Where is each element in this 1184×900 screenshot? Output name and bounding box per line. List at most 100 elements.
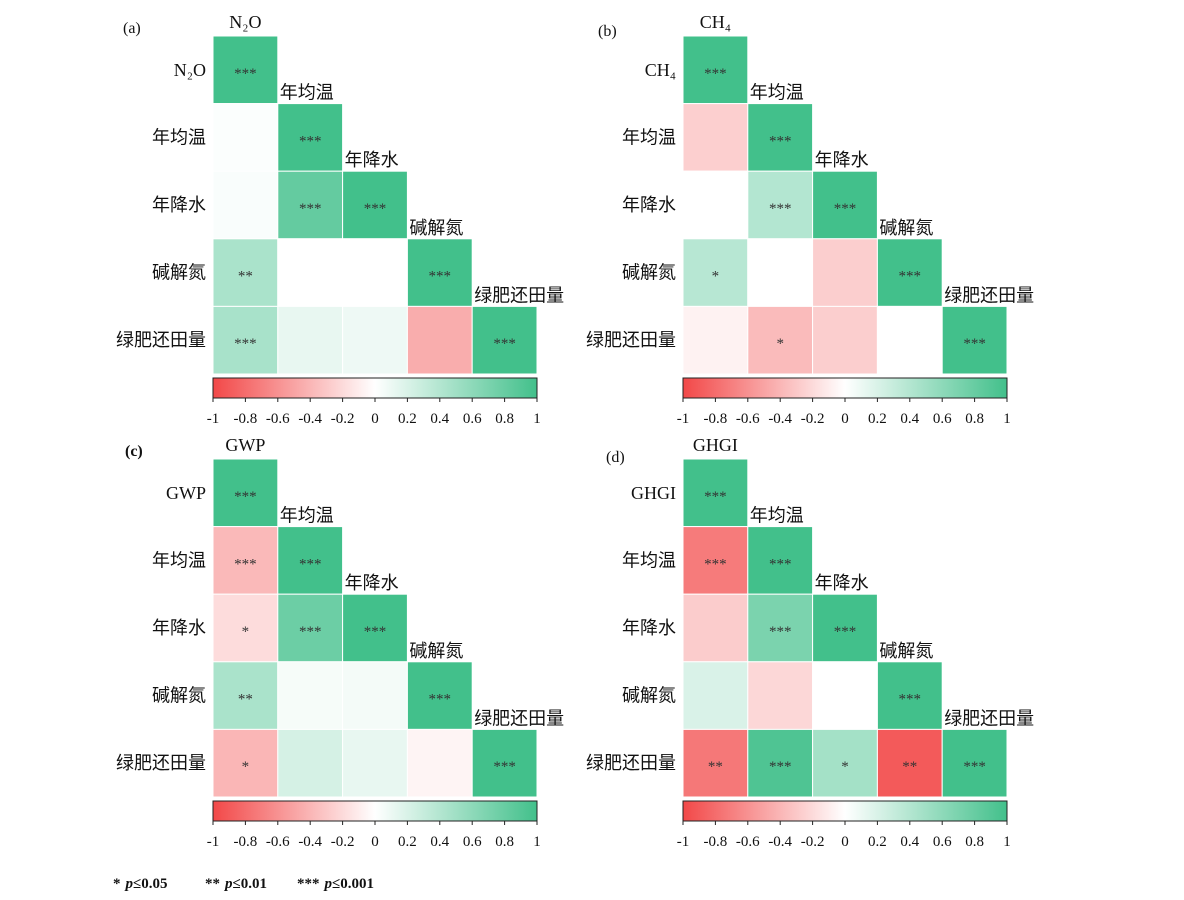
heatmap-cell xyxy=(747,305,814,375)
row-label: 年均温 xyxy=(622,550,676,570)
panel-label: (c) xyxy=(125,443,143,460)
heatmap-cell xyxy=(277,238,344,307)
colorbar-tick-label: -0.6 xyxy=(736,834,760,850)
column-label: GHGI xyxy=(693,435,738,455)
heatmap-cell xyxy=(812,593,878,663)
heatmap-panel-a: (a)********* ***** ****** ***N₂ON₂O年均温年均温年降… xyxy=(116,12,564,427)
significance-label: * xyxy=(242,759,250,775)
colorbar-tick-label: 1 xyxy=(533,834,541,850)
heatmap-cell xyxy=(682,103,749,172)
significance-legend: * p≤0.05 ** p≤0.01 *** p≤0.001 xyxy=(113,876,374,892)
colorbar-tick-label: -0.4 xyxy=(768,411,792,427)
heatmap-cell xyxy=(747,103,814,172)
colorbar-tick-label: 0 xyxy=(841,411,849,427)
colorbar-tick-label: -0.4 xyxy=(298,411,322,427)
column-label: N₂O xyxy=(229,12,261,32)
significance-label: *** xyxy=(769,759,792,775)
significance-label: *** xyxy=(364,201,387,217)
heatmap-cell xyxy=(682,238,749,307)
heatmap-cell xyxy=(277,103,344,172)
significance-label: *** xyxy=(429,269,452,285)
heatmap-cell xyxy=(747,728,814,798)
significance-label: *** xyxy=(299,133,322,149)
heatmap-cell xyxy=(682,526,749,595)
heatmap-cell xyxy=(212,661,279,730)
significance-label: *** xyxy=(899,692,922,708)
row-label: 绿肥还田量 xyxy=(586,753,676,773)
colorbar-tick-label: -0.8 xyxy=(234,834,258,850)
heatmap-cell xyxy=(682,170,749,240)
colorbar-tick-label: 0.2 xyxy=(868,411,887,427)
heatmap-panel-c: (c)****** **** *** ***** **** ***GWPGWP年均温年均温… xyxy=(116,435,564,850)
column-label: 年均温 xyxy=(280,83,334,103)
significance-label: ** xyxy=(708,759,723,775)
column-label: 碱解氮 xyxy=(879,641,933,661)
significance-label: *** xyxy=(704,556,727,572)
heatmap-cell xyxy=(682,661,749,730)
significance-label: *** xyxy=(234,336,257,352)
row-label: N₂O xyxy=(174,60,206,80)
heatmap-cell xyxy=(212,728,279,798)
colorbar-tick-label: 0.6 xyxy=(933,834,952,850)
heatmap-cell xyxy=(406,238,473,307)
significance-label: *** xyxy=(299,556,322,572)
legend-item: ** p≤0.01 xyxy=(205,876,267,892)
heatmap-cell xyxy=(212,170,279,240)
significance-label: *** xyxy=(769,133,792,149)
heatmap-cell xyxy=(406,728,473,798)
significance-label: *** xyxy=(704,489,727,505)
heatmap-cell xyxy=(212,593,279,663)
significance-label: * xyxy=(776,336,784,352)
column-label: 碱解氮 xyxy=(409,641,463,661)
heatmap-cell xyxy=(342,661,408,730)
row-label: 年均温 xyxy=(152,127,206,147)
colorbar-tick-label: 0.6 xyxy=(933,411,952,427)
colorbar-tick-label: -1 xyxy=(207,834,220,850)
heatmap-cell xyxy=(212,458,279,528)
legend-threshold: ≤0.001 xyxy=(332,876,374,892)
column-label: 绿肥还田量 xyxy=(474,708,564,728)
row-label: 年均温 xyxy=(622,127,676,147)
heatmap-cell xyxy=(876,305,943,375)
row-label: 年降水 xyxy=(152,618,206,638)
heatmap-cell xyxy=(277,170,344,240)
colorbar xyxy=(212,377,538,399)
colorbar xyxy=(682,800,1008,822)
colorbar-tick-label: 0 xyxy=(371,834,379,850)
heatmap-panel-d: (d)****** ****** ******** *** * ** ***GHGIGHGI… xyxy=(586,435,1034,850)
row-label: 年降水 xyxy=(622,195,676,215)
heatmap-cell xyxy=(941,728,1008,798)
heatmap-cell xyxy=(682,458,749,528)
significance-label: * xyxy=(841,759,849,775)
significance-label: *** xyxy=(234,66,257,82)
colorbar-tick-label: 0 xyxy=(841,834,849,850)
significance-label: *** xyxy=(493,759,516,775)
legend-p-symbol: p xyxy=(223,876,233,892)
colorbar-tick-label: 0.4 xyxy=(900,411,919,427)
legend-stars: *** xyxy=(297,876,320,892)
colorbar-tick-label: 0.8 xyxy=(495,411,514,427)
colorbar-tick-label: 0.6 xyxy=(463,411,482,427)
column-label: 绿肥还田量 xyxy=(474,285,564,305)
row-label: 年降水 xyxy=(622,618,676,638)
column-label: 年降水 xyxy=(815,573,869,593)
colorbar-tick-label: 0.2 xyxy=(868,834,887,850)
colorbar-tick-label: 0.6 xyxy=(463,834,482,850)
row-label: CH₄ xyxy=(645,60,676,80)
row-label: 碱解氮 xyxy=(622,686,676,706)
significance-label: *** xyxy=(769,624,792,640)
heatmap-cell xyxy=(342,305,408,375)
row-label: 碱解氮 xyxy=(152,263,206,283)
heatmap-cell xyxy=(277,661,344,730)
column-label: 年降水 xyxy=(815,150,869,170)
colorbar-tick-label: -0.2 xyxy=(801,411,825,427)
colorbar-tick-label: -0.6 xyxy=(266,411,290,427)
heatmap-panel-b: (b)********* **** **** ***CH₄CH₄年均温年均温年降水年降… xyxy=(586,12,1034,427)
row-label: 碱解氮 xyxy=(152,686,206,706)
significance-label: *** xyxy=(769,201,792,217)
heatmap-cell xyxy=(212,103,279,172)
significance-label: *** xyxy=(769,556,792,572)
legend-p-symbol: p xyxy=(323,876,333,892)
colorbar-tick-label: 0.4 xyxy=(900,834,919,850)
